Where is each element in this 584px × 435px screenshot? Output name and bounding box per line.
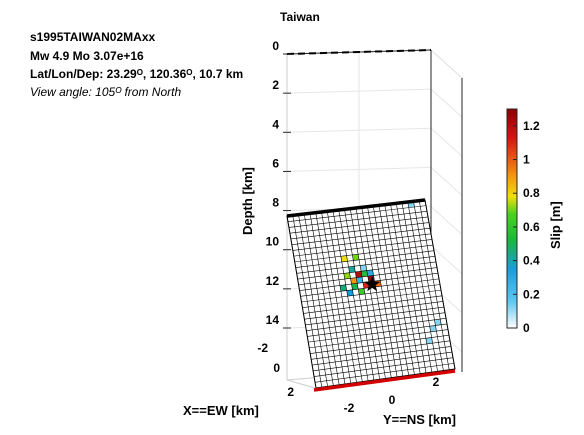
depth-gridline [430,127,463,157]
depth-tick-label: 4 [272,117,279,131]
plot-title: Taiwan [280,10,320,24]
y-tick-label: 2 [433,375,440,389]
fault-grid-line [291,227,431,245]
hypocenter-star-icon [364,275,381,292]
colorbar-tick-label: 1 [523,153,530,167]
slip-cell [361,270,368,277]
x-tick-label: 0 [273,361,280,375]
fault-grid-line [311,340,451,360]
fault-grid-line [296,256,436,274]
fault-grid-line [292,233,432,251]
fault-grid-line [302,289,442,309]
depth-gridline [430,167,463,196]
slip-cell [352,254,360,261]
y-axis: -2 0 2 [344,375,440,415]
depth-gridline [430,88,463,118]
fault-grid-line [314,357,454,377]
fault-grid-line [297,261,437,280]
depth-tick-label: 12 [266,274,280,288]
slip-cell [351,283,359,290]
slip-cell [356,276,364,284]
fault-grid-line [309,329,449,349]
depth-axis: 0 2 4 6 8 10 12 14 [266,39,291,329]
slip-cell [350,277,358,285]
depth-tick-label: 14 [266,313,280,327]
fault-grid-line [308,323,448,343]
fault-grid-line [303,295,443,314]
slip-cell [366,269,374,277]
depth-tick-label: 2 [272,78,279,92]
depth-gridline [430,49,463,79]
depth-tick-label: 6 [272,156,279,170]
colorbar-tick-label: 1.2 [523,119,540,133]
slip-cell [434,319,442,326]
fault-grid-line [307,318,447,337]
slip-cell [339,284,347,292]
fault-grid-line [301,284,441,303]
fault-grid-line [313,351,453,372]
colorbar-tick-label: 0.4 [523,254,540,268]
slip-cell [360,264,367,272]
slip-cell [346,289,354,297]
fault-plane [286,199,456,389]
fault-grid-line [298,267,438,286]
slip-cell [425,337,433,344]
y-axis-label: Y==NS [km] [383,412,456,427]
depth-tick-label: 0 [272,39,279,53]
slip-cell [343,272,351,280]
slip-cell [429,325,437,332]
slip-cell [340,255,348,262]
fault-grid-line [295,250,435,268]
fault-grid-line [306,312,446,331]
colorbar-tick-label: 0.2 [523,287,540,301]
fault-top-edge [286,198,426,218]
fault-grid-line [304,301,444,320]
x-tick-label: 2 [287,385,294,399]
fault-grid-line [305,306,445,326]
y-tick-label: 0 [389,393,396,407]
event-id-text: s1995TAIWAN02MAxx [30,30,156,44]
box-edge [286,379,316,389]
location-text: Lat/Lon/Dep: 23.29ᴼ, 120.36ᴼ, 10.7 km [30,67,244,81]
colorbar-label: Slip [m] [548,201,563,249]
colorbar-bar [506,108,518,329]
colorbar: 0 0.2 0.4 0.6 0.8 1 1.2 Slip [m] [506,108,563,335]
fault-grid-line [310,334,450,354]
fault-grid-line [289,216,429,234]
magnitude-text: Mw 4.9 Mo 3.07e+16 [30,49,144,63]
surface-trace-line [286,49,432,55]
fault-grid-line [294,244,434,263]
fault-grid-line [288,210,428,228]
fault-grid-line [315,368,456,389]
slip-cell [358,288,365,295]
depth-gridline [430,245,463,275]
fault-grid-line [314,363,455,383]
x-tick-label: -2 [257,341,268,355]
fault-grid-line [290,222,430,240]
slip-cell [355,271,363,278]
fault-grid-line [287,205,427,223]
colorbar-tick-label: 0.6 [523,220,540,234]
colorbar-ticks: 0 0.2 0.4 0.6 0.8 1 1.2 [513,119,540,335]
slip-cell [348,266,356,273]
x-axis-label: X==EW [km] [183,403,259,418]
view-angle-text: View angle: 105ᴼ from North [30,85,182,99]
colorbar-tick-label: 0.8 [523,186,540,200]
depth-axis-label: Depth [km] [240,167,255,235]
depth-tick-label: 8 [272,196,279,210]
x-axis: -2 02 [257,341,294,399]
fault-grid-line [293,239,433,257]
depth-gridline [430,206,463,235]
depth-tick-label: 10 [266,235,280,249]
fault-surface-projection [313,369,456,392]
fault-grid-line [312,346,452,366]
colorbar-tick-label: 0 [523,321,530,335]
y-tick-label: -2 [344,401,355,415]
